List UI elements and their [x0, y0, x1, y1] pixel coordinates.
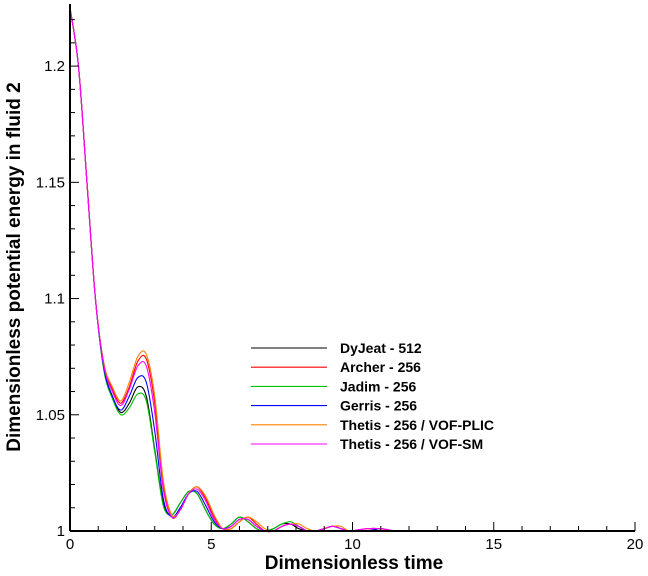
y-tick-label: 1.15	[36, 174, 65, 191]
y-axis-title: Dimensionless potential energy in fluid …	[4, 82, 25, 452]
y-tick-label: 1.1	[44, 291, 65, 308]
x-tick-label: 10	[344, 536, 361, 553]
y-tick-label: 1	[57, 523, 65, 540]
x-tick-label: 0	[66, 536, 74, 553]
x-tick-label: 20	[627, 536, 644, 553]
legend-label: Jadim - 256	[340, 378, 416, 394]
legend-label: Thetis - 256 / VOF-SM	[340, 436, 483, 452]
legend-label: Gerris - 256	[340, 398, 417, 414]
axes-layer: 0 5 10 15 20 1 1.05 1.1 1.15 1.2	[36, 4, 644, 553]
series-layer	[69, 7, 635, 533]
x-tick-label: 5	[207, 536, 215, 553]
legend-label: Archer - 256	[340, 359, 421, 375]
x-tick-label: 15	[485, 536, 502, 553]
legend-label: Thetis - 256 / VOF-PLIC	[340, 417, 494, 433]
legend: DyJeat - 512 Archer - 256 Jadim - 256 Gerri…	[251, 340, 494, 452]
y-tick-label: 1.05	[36, 407, 65, 424]
x-axis-title: Dimensionless time	[265, 553, 443, 574]
legend-label: DyJeat - 512	[340, 340, 422, 356]
series-line-2	[69, 7, 635, 532]
y-tick-label: 1.2	[44, 58, 65, 75]
